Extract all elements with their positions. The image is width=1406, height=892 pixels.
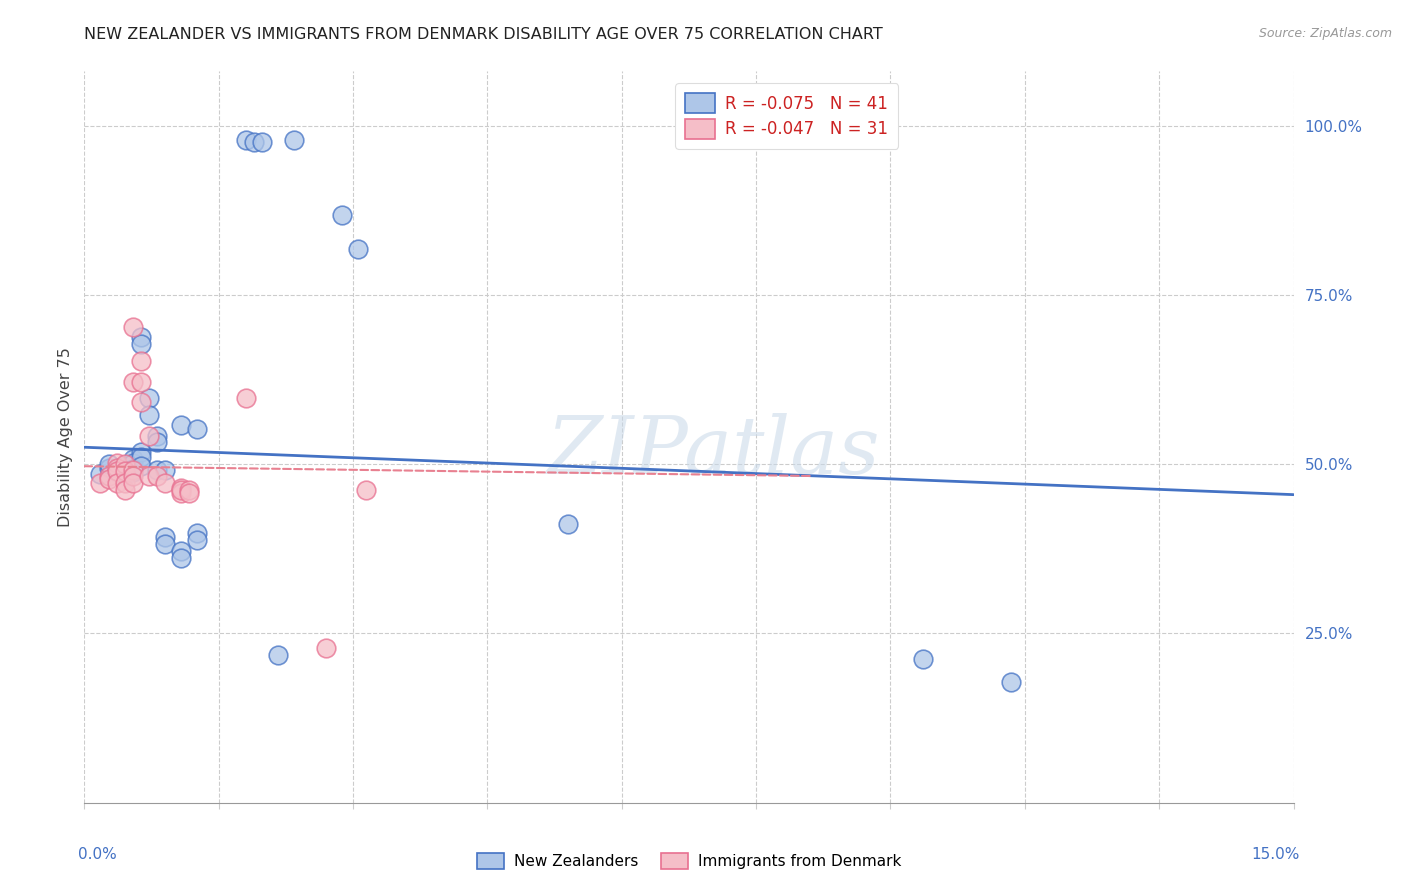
Point bbox=[557, 516, 579, 531]
Point bbox=[179, 483, 201, 497]
Point bbox=[129, 375, 152, 389]
Point bbox=[114, 457, 136, 471]
Point bbox=[97, 468, 120, 483]
Point bbox=[153, 530, 176, 544]
Point bbox=[267, 648, 290, 662]
Point bbox=[114, 483, 136, 497]
Text: ZIPatlas: ZIPatlas bbox=[547, 413, 880, 491]
Point bbox=[235, 133, 257, 147]
Point bbox=[146, 462, 169, 476]
Point bbox=[170, 483, 193, 497]
Point bbox=[242, 136, 264, 150]
Legend: R = -0.075   N = 41, R = -0.047   N = 31: R = -0.075 N = 41, R = -0.047 N = 31 bbox=[675, 83, 898, 148]
Point bbox=[138, 428, 160, 442]
Point bbox=[89, 476, 111, 491]
Point bbox=[121, 465, 143, 479]
Point bbox=[146, 435, 169, 450]
Point bbox=[105, 460, 128, 475]
Point bbox=[186, 533, 208, 547]
Point bbox=[114, 462, 136, 476]
Point bbox=[356, 483, 378, 497]
Point bbox=[121, 456, 143, 470]
Text: 15.0%: 15.0% bbox=[1251, 847, 1299, 862]
Point bbox=[97, 457, 120, 471]
Point bbox=[138, 469, 160, 483]
Point bbox=[105, 464, 128, 478]
Point bbox=[138, 409, 160, 423]
Point bbox=[179, 485, 201, 500]
Point bbox=[121, 375, 143, 389]
Point bbox=[330, 208, 353, 222]
Text: NEW ZEALANDER VS IMMIGRANTS FROM DENMARK DISABILITY AGE OVER 75 CORRELATION CHAR: NEW ZEALANDER VS IMMIGRANTS FROM DENMARK… bbox=[84, 27, 883, 42]
Point bbox=[105, 464, 128, 478]
Legend: New Zealanders, Immigrants from Denmark: New Zealanders, Immigrants from Denmark bbox=[471, 847, 907, 875]
Point bbox=[121, 469, 143, 483]
Point bbox=[121, 320, 143, 334]
Point bbox=[121, 476, 143, 491]
Point bbox=[153, 462, 176, 476]
Point bbox=[1000, 675, 1022, 690]
Point bbox=[170, 544, 193, 558]
Y-axis label: Disability Age Over 75: Disability Age Over 75 bbox=[58, 347, 73, 527]
Point bbox=[97, 460, 120, 475]
Text: Source: ZipAtlas.com: Source: ZipAtlas.com bbox=[1258, 27, 1392, 40]
Point bbox=[129, 354, 152, 368]
Point bbox=[153, 537, 176, 551]
Point bbox=[911, 652, 934, 666]
Point bbox=[114, 468, 136, 483]
Point bbox=[146, 428, 169, 442]
Point bbox=[97, 472, 120, 486]
Text: 0.0%: 0.0% bbox=[79, 847, 117, 862]
Point bbox=[186, 526, 208, 541]
Point bbox=[347, 242, 370, 256]
Point bbox=[129, 336, 152, 351]
Point bbox=[89, 467, 111, 482]
Point bbox=[129, 330, 152, 344]
Point bbox=[138, 391, 160, 405]
Point bbox=[170, 417, 193, 432]
Point bbox=[129, 450, 152, 465]
Point bbox=[114, 464, 136, 478]
Point bbox=[170, 481, 193, 495]
Point bbox=[121, 462, 143, 476]
Point bbox=[129, 459, 152, 474]
Point bbox=[121, 462, 143, 476]
Point bbox=[129, 445, 152, 459]
Point bbox=[283, 133, 305, 147]
Point bbox=[129, 395, 152, 409]
Point bbox=[170, 485, 193, 500]
Point bbox=[105, 465, 128, 479]
Point bbox=[121, 451, 143, 466]
Point bbox=[250, 136, 273, 150]
Point bbox=[105, 476, 128, 491]
Point bbox=[315, 641, 337, 656]
Point bbox=[114, 458, 136, 473]
Point bbox=[170, 550, 193, 565]
Point bbox=[186, 422, 208, 436]
Point bbox=[153, 476, 176, 491]
Point bbox=[114, 476, 136, 491]
Point bbox=[146, 469, 169, 483]
Point bbox=[105, 456, 128, 470]
Point bbox=[235, 391, 257, 405]
